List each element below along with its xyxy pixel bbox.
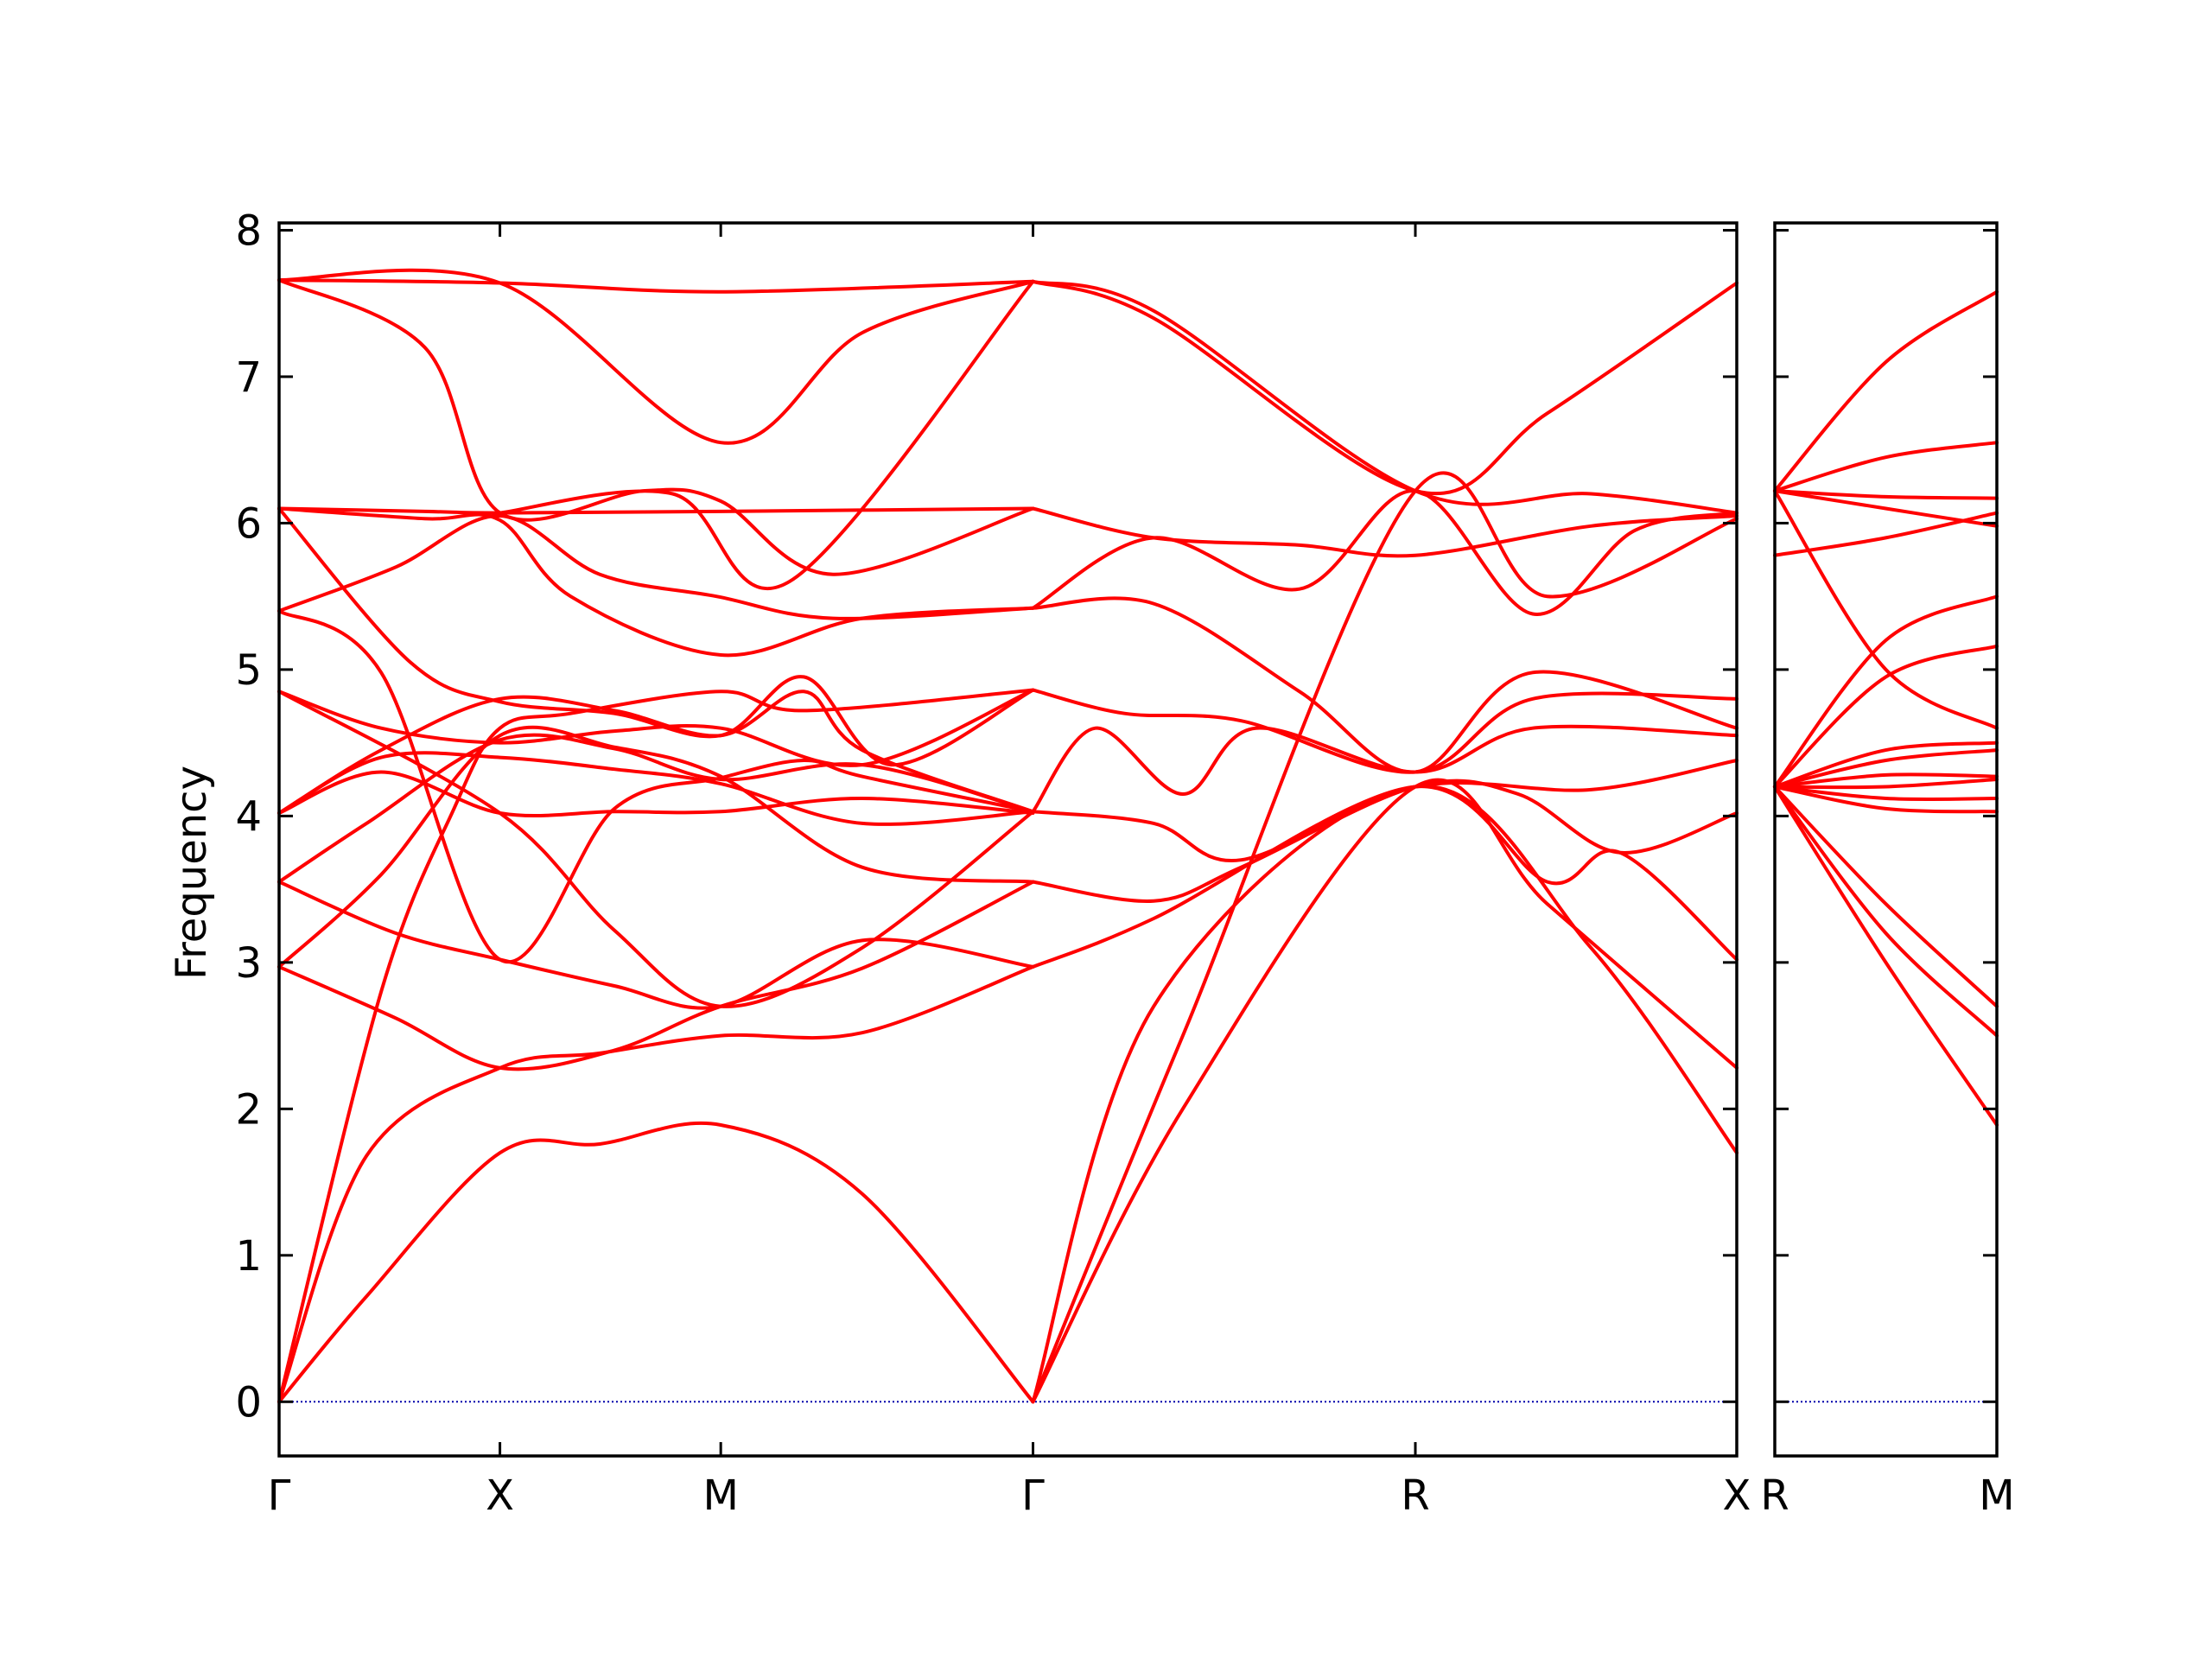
band-line: [1773, 785, 1999, 814]
y-tick-label: 2: [235, 1085, 262, 1134]
band-line: [1773, 594, 1999, 789]
band-line: [1031, 506, 1738, 558]
band-line: [1031, 489, 1738, 616]
band-line: [277, 268, 1035, 445]
band-line: [1773, 489, 1999, 500]
y-axis-title: Frequency: [168, 766, 216, 980]
band-line: [277, 688, 1035, 1404]
band-line: [1773, 289, 1999, 493]
band-line: [277, 506, 1035, 515]
band-line: [277, 964, 1035, 1404]
panel-main: 0 1 2 3 4 5 6 7 8 Γ X M Γ R X: [235, 207, 1751, 1520]
band-line: [1773, 772, 1999, 789]
band-line: [1773, 741, 1999, 789]
band-line: [1773, 511, 1999, 557]
band-line: [277, 506, 1035, 658]
x-tick-label: M: [702, 1471, 738, 1520]
band-line: [277, 506, 1035, 767]
x-tick-label: R: [1401, 1471, 1429, 1520]
band-line: [277, 690, 1035, 1008]
band-line: [277, 690, 1035, 815]
x-tick-label: X: [1723, 1471, 1751, 1520]
x-tick-label: R: [1760, 1471, 1789, 1520]
band-line: [277, 733, 1035, 884]
band-line: [277, 688, 1035, 767]
band-line: [1031, 279, 1738, 496]
band-line: [277, 751, 1035, 826]
band-line: [1773, 785, 1999, 802]
x-tick-label: X: [486, 1471, 514, 1520]
band-line: [1773, 644, 1999, 789]
band-line: [1773, 778, 1999, 790]
band-line: [277, 278, 1035, 576]
panel-frame: [277, 221, 1738, 1458]
band-line: [1031, 778, 1738, 1404]
band-line: [1031, 784, 1738, 1404]
band-line: [1031, 596, 1738, 774]
y-tick-label: 6: [235, 499, 262, 548]
band-line: [277, 880, 1035, 1010]
panel-frame: [1773, 221, 1999, 1458]
x-tick-label: Γ: [1021, 1471, 1045, 1520]
band-line: [1773, 489, 1999, 730]
band-line: [277, 880, 1035, 1071]
band-line: [1773, 785, 1999, 1038]
band-line: [277, 513, 1035, 620]
band-line: [1773, 785, 1999, 1127]
y-tick-label: 7: [235, 353, 262, 402]
band-line: [1031, 779, 1738, 903]
band-line: [277, 278, 1035, 294]
y-tick-label: 1: [235, 1232, 262, 1281]
band-line: [1773, 748, 1999, 789]
band-line: [1773, 489, 1999, 528]
y-tick-label: 8: [235, 207, 262, 255]
y-tick-label: 0: [235, 1378, 262, 1427]
band-line: [277, 609, 1035, 964]
band-line: [1031, 471, 1738, 1404]
band-line: [277, 770, 1035, 818]
y-tick-label: 3: [235, 939, 262, 988]
band-line: [1773, 785, 1999, 1008]
band-line: [1773, 441, 1999, 493]
band-line: [277, 1121, 1035, 1404]
y-tick-label: 4: [235, 792, 262, 841]
y-tick-label: 5: [235, 646, 262, 695]
band-line: [1031, 785, 1738, 969]
x-tick-label: M: [1979, 1471, 2014, 1520]
band-line: [1031, 759, 1738, 863]
x-tick-label: Γ: [268, 1471, 291, 1520]
band-line: [498, 279, 1035, 591]
band-line: [1031, 688, 1738, 774]
